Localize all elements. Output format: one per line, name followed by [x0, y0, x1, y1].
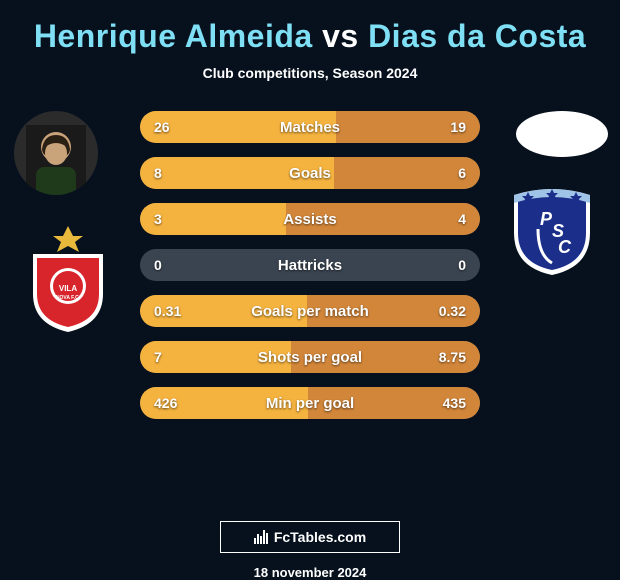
title-player1: Henrique Almeida	[34, 18, 313, 54]
stat-value-left: 0.31	[154, 295, 181, 327]
player1-photo	[14, 111, 98, 195]
svg-text:NOVA F.C.: NOVA F.C.	[56, 295, 81, 301]
player2-club-logo: P S C	[502, 171, 602, 286]
branding-badge[interactable]: FcTables.com	[220, 521, 400, 553]
stat-label: Goals per match	[140, 295, 480, 327]
stat-row: Min per goal426 435	[140, 387, 480, 419]
stat-label: Shots per goal	[140, 341, 480, 373]
stat-row: Matches26 19	[140, 111, 480, 143]
stat-row: Hattricks0 0	[140, 249, 480, 281]
stat-label: Hattricks	[140, 249, 480, 281]
stat-value-right: 4	[458, 203, 466, 235]
stat-value-right: 8.75	[439, 341, 466, 373]
bar-chart-icon	[254, 530, 268, 544]
stats-list: Matches26 19 Goals8 6 Assists3 4 Hattricks0 0 Go…	[140, 111, 480, 433]
stat-value-left: 0	[154, 249, 162, 281]
stat-value-right: 19	[450, 111, 466, 143]
comparison-area: VILA NOVA F.C. ★ ★ ★ P S C Matches26 19 Go…	[0, 111, 620, 503]
player1-club-logo: VILA NOVA F.C. ★ ★ ★	[18, 221, 118, 336]
stat-value-left: 8	[154, 157, 162, 189]
page-title: Henrique Almeida vs Dias da Costa	[34, 18, 586, 55]
stat-label: Matches	[140, 111, 480, 143]
player2-photo	[516, 111, 608, 157]
stat-label: Min per goal	[140, 387, 480, 419]
stat-row: Shots per goal7 8.75	[140, 341, 480, 373]
stat-value-left: 7	[154, 341, 162, 373]
stat-value-left: 3	[154, 203, 162, 235]
root: Henrique Almeida vs Dias da Costa Club c…	[0, 0, 620, 580]
stat-value-right: 0.32	[439, 295, 466, 327]
stat-value-right: 0	[458, 249, 466, 281]
stat-value-right: 6	[458, 157, 466, 189]
stat-row: Assists3 4	[140, 203, 480, 235]
subtitle: Club competitions, Season 2024	[203, 65, 418, 81]
title-vs: vs	[322, 18, 359, 54]
person-icon	[26, 125, 86, 195]
svg-text:VILA: VILA	[59, 284, 77, 293]
shield-icon: P S C	[508, 181, 596, 277]
stat-value-left: 426	[154, 387, 177, 419]
svg-text:★ ★ ★: ★ ★ ★	[60, 262, 77, 268]
title-player2: Dias da Costa	[368, 18, 586, 54]
stat-row: Goals per match0.31 0.32	[140, 295, 480, 327]
stat-row: Goals8 6	[140, 157, 480, 189]
stat-label: Assists	[140, 203, 480, 235]
svg-text:C: C	[558, 237, 572, 257]
stat-value-right: 435	[443, 387, 466, 419]
date-label: 18 november 2024	[254, 565, 367, 580]
branding-label: FcTables.com	[274, 529, 366, 545]
shield-icon: VILA NOVA F.C. ★ ★ ★	[23, 224, 113, 334]
stat-value-left: 26	[154, 111, 170, 143]
stat-label: Goals	[140, 157, 480, 189]
